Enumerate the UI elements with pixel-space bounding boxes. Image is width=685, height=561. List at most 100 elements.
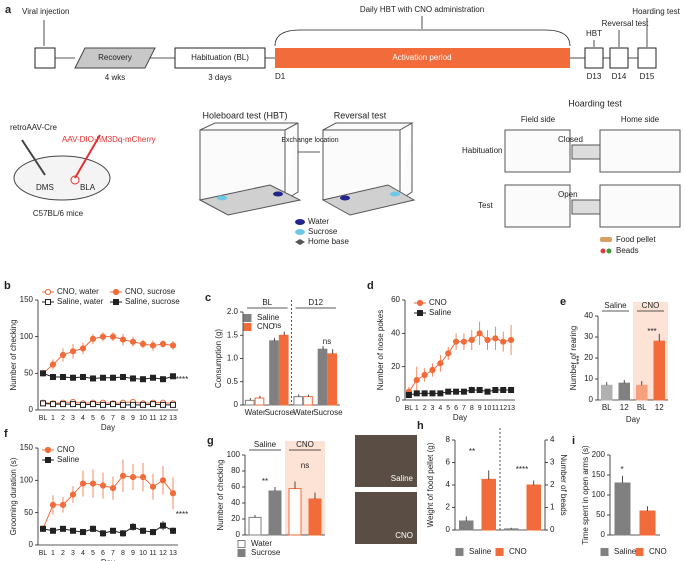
legend-swatch [295,229,305,235]
timeline-label: D15 [640,72,655,81]
x-tick-label: Water [293,408,314,417]
annotation: * [620,465,623,474]
bar [269,340,279,406]
marker [160,376,166,383]
marker [468,336,475,344]
marker [159,477,167,484]
x-tick-label: 1 [51,415,55,422]
legend-label: Food pellet [616,235,656,244]
arena [599,184,681,228]
x-tick-label: 7 [462,405,466,412]
marker [140,527,146,534]
marker [112,288,120,296]
y2-tick-label: 1 [550,503,555,512]
label: C57BL/6 mice [33,209,84,218]
y-tick-label: 20 [231,514,240,523]
y-tick-label: 0.5 [227,377,239,386]
timeline-label: Recovery [98,53,132,62]
y-tick-label: 40 [584,311,593,320]
label: retroAAV-Cre [10,123,58,132]
panel-label: a [5,4,12,16]
marker [476,330,483,337]
y-axis-label: Time spent in open arms (s) [581,445,590,545]
x-tick-label: 12 [620,403,629,412]
bracket [274,29,571,47]
y-tick-label: 2.0 [227,307,239,316]
x-tick-label: 2 [61,550,65,557]
marker [429,390,436,397]
x-tick-label: 12 [499,405,507,412]
tube [571,199,601,215]
bar [288,488,302,536]
legend-swatch [455,548,464,556]
x-tick-label: 3 [71,415,75,422]
marker [80,529,86,536]
x-tick-label: 9 [131,550,135,557]
x-tick-label: BL [602,403,612,412]
y-tick-label: 20 [584,353,593,362]
marker [70,374,76,381]
x-tick-label: 11 [149,415,156,422]
marker [484,388,491,395]
x-tick-label: 3 [431,405,435,412]
legend-label: Water [308,217,329,226]
x-tick-label: 6 [454,405,458,412]
marker [508,387,515,393]
label: AAV-DIO-hM3Dq-mCherry [62,135,156,144]
legend-label: Saline [614,547,637,556]
hole [390,191,400,197]
panel-label: f [4,428,8,440]
group-label: CNO [296,440,314,449]
marker [60,401,66,408]
marker [110,401,116,408]
marker [60,525,66,532]
legend-label: Saline, water [57,297,104,306]
marker [40,525,46,532]
marker [49,361,57,368]
x-tick-label: 10 [139,550,147,557]
y-tick-label: 60 [231,482,240,491]
x-tick-label: 5 [91,415,95,422]
legend-swatch [495,548,504,556]
y-tick-label: 2 [446,503,451,512]
bar [639,510,656,536]
legend-swatch [237,549,246,557]
timeline-label: D14 [612,72,627,81]
marker [45,457,51,463]
injector [21,139,46,176]
marker [59,351,67,359]
marker [468,387,475,393]
hole [273,191,283,197]
marker [170,401,176,408]
marker [100,530,106,537]
marker [160,522,166,529]
legend-swatch [295,219,305,225]
marker [492,387,499,393]
y-tick-label: 10 [584,374,593,383]
marker [149,342,157,349]
marker [476,387,483,393]
label: Habituation [462,146,502,155]
y-axis-label: Grooming duration (s) [9,457,18,535]
marker [120,530,126,537]
marker [44,446,52,454]
x-tick-label: BL [39,550,48,557]
photo [355,492,417,544]
activation-bar [275,48,570,68]
y2-tick-label: 2 [550,480,555,489]
marker [40,370,46,377]
marker [89,335,97,342]
x-tick-label: 9 [131,415,135,422]
marker [113,299,119,305]
marker [405,392,412,398]
annotation: **** [176,375,188,384]
marker [109,484,117,492]
x-tick-label: 5 [91,550,95,557]
marker [437,390,444,397]
x-tick-label: 6 [101,415,105,422]
marker [59,501,67,509]
x-tick-label: 1 [51,550,55,557]
marker [160,401,166,408]
marker [40,400,46,407]
marker [484,336,491,344]
